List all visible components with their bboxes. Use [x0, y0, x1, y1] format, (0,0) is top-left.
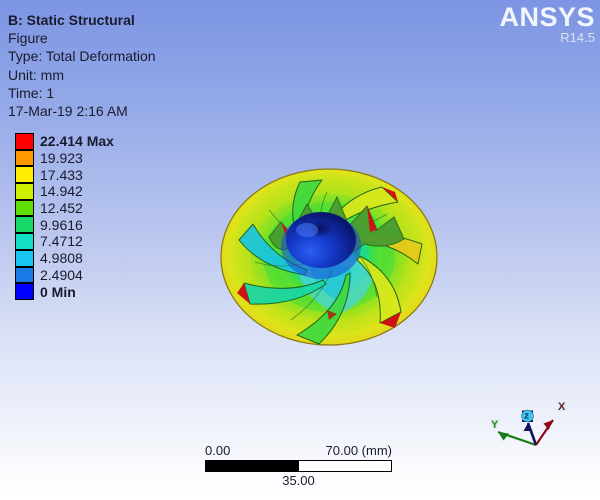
svg-text:Y: Y — [491, 419, 499, 431]
svg-text:X: X — [558, 401, 566, 413]
svg-text:Z: Z — [524, 412, 529, 421]
